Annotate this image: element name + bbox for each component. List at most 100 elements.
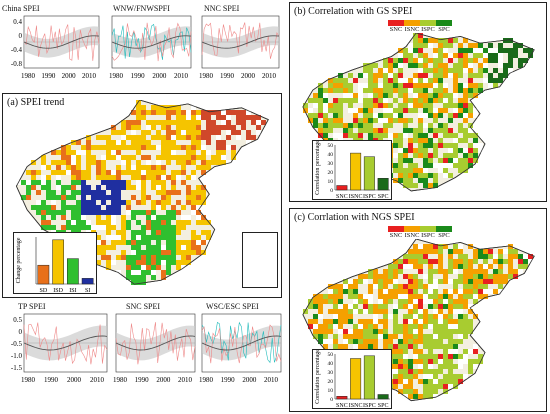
- map-cell: [61, 185, 66, 190]
- bar-spc: [377, 178, 389, 191]
- map-cell: [423, 103, 428, 108]
- map-cell: [423, 319, 428, 324]
- map-cell: [363, 108, 368, 113]
- map-cell: [323, 98, 328, 103]
- map-cell: [313, 334, 318, 339]
- map-cell: [438, 98, 443, 103]
- map-cell: [111, 245, 116, 250]
- map-cell: [468, 264, 473, 269]
- map-cell: [161, 225, 166, 230]
- map-cell: [328, 289, 333, 294]
- ts-xtick-label: 1990: [44, 376, 59, 384]
- map-cell: [478, 68, 483, 73]
- map-cell: [418, 128, 423, 133]
- map-cell: [503, 274, 508, 279]
- map-cell: [116, 240, 121, 245]
- map-cell: [171, 235, 176, 240]
- map-cell: [443, 73, 448, 78]
- map-cell: [31, 160, 36, 165]
- map-cell: [141, 180, 146, 185]
- map-cell: [101, 170, 106, 175]
- map-cell: [216, 155, 221, 160]
- map-cell: [418, 309, 423, 314]
- map-cell: [413, 394, 418, 399]
- map-cell: [51, 195, 56, 200]
- map-cell: [46, 165, 51, 170]
- map-cell: [498, 269, 503, 274]
- map-cell: [393, 334, 398, 339]
- map-cell: [26, 190, 31, 195]
- map-cell: [221, 115, 226, 120]
- map-cell: [493, 254, 498, 259]
- map-cell: [101, 245, 106, 250]
- map-cell: [313, 314, 318, 319]
- map-cell: [448, 319, 453, 324]
- map-cell: [408, 329, 413, 334]
- map-cell: [141, 265, 146, 270]
- map-cell: [126, 260, 131, 265]
- ts-series-line: [201, 335, 282, 351]
- map-cell: [191, 150, 196, 155]
- map-cell: [171, 105, 176, 110]
- map-cell: [111, 200, 116, 205]
- panel-a-spei-trend: (a) SPEI trend Change percentage SD ISD ISI…: [2, 93, 282, 298]
- map-cell: [423, 158, 428, 163]
- map-cell: [373, 88, 378, 93]
- map-cell: [186, 195, 191, 200]
- map-cell: [418, 349, 423, 354]
- map-cell: [353, 133, 358, 138]
- map-cell: [438, 354, 443, 359]
- map-cell: [363, 304, 368, 309]
- map-cell: [383, 279, 388, 284]
- map-cell: [453, 269, 458, 274]
- map-cell: [156, 180, 161, 185]
- map-cell: [433, 143, 438, 148]
- map-cell: [126, 155, 131, 160]
- map-cell: [373, 78, 378, 83]
- map-cell: [196, 235, 201, 240]
- map-cell: [136, 160, 141, 165]
- map-cell: [246, 115, 251, 120]
- map-cell: [388, 279, 393, 284]
- map-cell: [363, 344, 368, 349]
- map-cell: [373, 63, 378, 68]
- map-cell: [151, 210, 156, 215]
- bar-ylabel: Correlation percentage: [315, 349, 321, 404]
- map-cell: [428, 319, 433, 324]
- map-cell: [96, 145, 101, 150]
- map-cell: [468, 108, 473, 113]
- map-cell: [393, 294, 398, 299]
- map-cell: [438, 364, 443, 369]
- map-cell: [388, 108, 393, 113]
- map-cell: [458, 163, 463, 168]
- map-cell: [413, 289, 418, 294]
- map-cell: [433, 163, 438, 168]
- map-cell: [353, 93, 358, 98]
- map-cell: [433, 354, 438, 359]
- map-cell: [393, 344, 398, 349]
- map-cell: [468, 289, 473, 294]
- map-cell: [323, 113, 328, 118]
- map-cell: [368, 63, 373, 68]
- map-cell: [106, 235, 111, 240]
- map-cell: [488, 289, 493, 294]
- map-cell: [343, 319, 348, 324]
- map-cell: [196, 195, 201, 200]
- map-cell: [111, 180, 116, 185]
- bar-ytick-label: 30: [328, 161, 334, 167]
- legend-swatch: [388, 20, 404, 26]
- bar-ytick-label: 0: [330, 188, 333, 194]
- map-cell: [216, 150, 221, 155]
- map-cell: [338, 88, 343, 93]
- map-cell: [358, 88, 363, 93]
- map-cell: [403, 274, 408, 279]
- map-cell: [343, 83, 348, 88]
- map-cell: [478, 289, 483, 294]
- map-cell: [343, 98, 348, 103]
- panel-a-title: (a) SPEI trend: [7, 97, 65, 108]
- map-cell: [333, 78, 338, 83]
- map-cell: [111, 145, 116, 150]
- map-cell: [413, 359, 418, 364]
- map-cell: [146, 175, 151, 180]
